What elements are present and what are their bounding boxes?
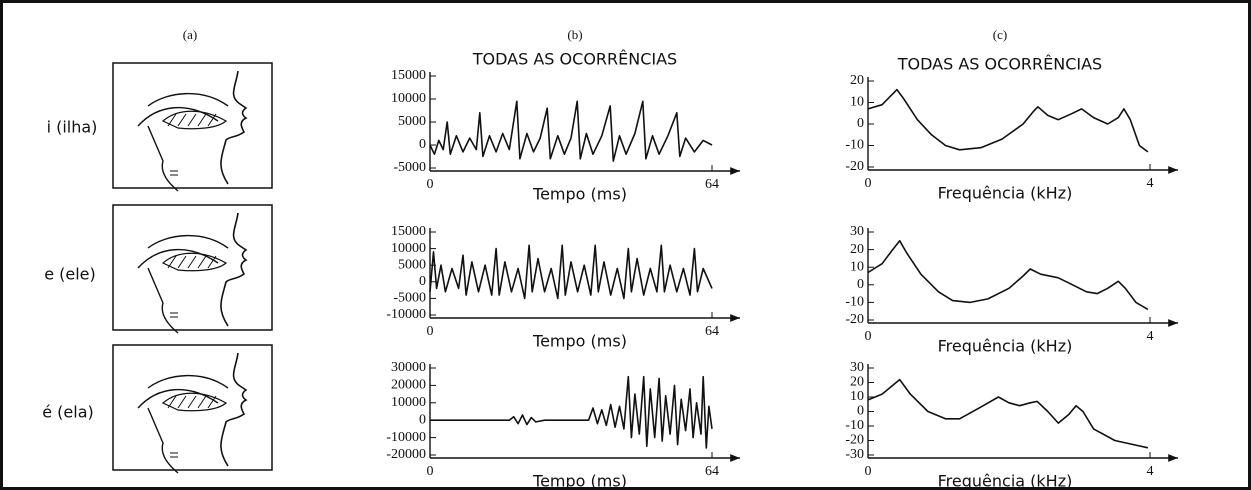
y-tick-label: -10000	[386, 307, 426, 322]
y-tick-label: -5000	[393, 160, 426, 175]
chart-title: TODAS AS OCORRÊNCIAS	[472, 50, 677, 69]
x-axis-label: Frequência (kHz)	[938, 472, 1073, 490]
y-tick-label: 0	[857, 404, 864, 419]
x-axis-label: Frequência (kHz)	[938, 337, 1073, 356]
y-tick-label: -20	[845, 159, 864, 174]
vowel-label: i (ilha)	[47, 118, 98, 137]
y-tick-label: 0	[857, 116, 864, 131]
vocal-tract	[112, 62, 273, 474]
y-tick-label: 20	[850, 73, 864, 88]
x-tick-label: 64	[705, 324, 719, 339]
data-line	[429, 100, 713, 162]
y-tick-label: 0	[419, 274, 426, 289]
y-tick-label: 30	[850, 224, 864, 239]
y-tick-label: 30	[850, 360, 864, 375]
y-tick-label: -10	[845, 295, 864, 310]
x-axis-label: Tempo (ms)	[532, 332, 627, 351]
y-tick-label: -10000	[386, 430, 426, 445]
y-tick-label: 20	[850, 375, 864, 390]
x-tick-label: 4	[1147, 329, 1154, 344]
panel-label: (a)	[183, 27, 197, 42]
x-tick-label: 0	[427, 324, 434, 339]
x-tick-label: 4	[1147, 176, 1154, 191]
y-tick-label: 10000	[391, 241, 426, 256]
y-tick-label: 5000	[398, 114, 426, 129]
y-tick-label: 10	[850, 95, 864, 110]
panel-label: (b)	[567, 27, 582, 42]
x-tick-label: 0	[865, 329, 872, 344]
y-tick-label: 10	[850, 259, 864, 274]
y-tick-label: 10000	[391, 91, 426, 106]
chart-title: TODAS AS OCORRÊNCIAS	[897, 55, 1102, 74]
y-tick-label: -20	[845, 312, 864, 327]
y-tick-label: 10	[850, 389, 864, 404]
y-tick-label: -20	[845, 433, 864, 448]
y-tick-label: 30000	[391, 360, 426, 375]
y-tick-label: 15000	[391, 224, 426, 239]
vowel-label: é (ela)	[42, 403, 94, 422]
y-tick-label: 15000	[391, 68, 426, 83]
y-tick-label: 5000	[398, 257, 426, 272]
y-tick-label: 10000	[391, 395, 426, 410]
y-tick-label: -20000	[386, 447, 426, 462]
data-line	[429, 244, 713, 300]
y-tick-label: -10	[845, 418, 864, 433]
x-tick-label: 0	[427, 464, 434, 479]
y-tick-label: -30	[845, 447, 864, 462]
x-tick-label: 64	[705, 464, 719, 479]
x-tick-label: 0	[427, 177, 434, 192]
panel-label: (c)	[993, 27, 1007, 42]
data-line	[430, 375, 713, 449]
x-tick-label: 0	[865, 464, 872, 479]
y-tick-label: 0	[419, 412, 426, 427]
x-tick-label: 4	[1147, 464, 1154, 479]
y-tick-label: 0	[857, 277, 864, 292]
x-tick-label: 64	[705, 177, 719, 192]
y-tick-label: -10	[845, 138, 864, 153]
data-line	[867, 240, 1149, 311]
x-tick-label: 0	[865, 176, 872, 191]
y-tick-label: 20	[850, 242, 864, 257]
vowel-label: e (ele)	[44, 265, 96, 284]
y-tick-label: 20000	[391, 378, 426, 393]
x-axis-label: Tempo (ms)	[532, 472, 627, 490]
y-tick-label: -5000	[393, 291, 426, 306]
x-axis-label: Tempo (ms)	[532, 185, 627, 204]
x-axis-label: Frequência (kHz)	[938, 184, 1073, 203]
data-line	[867, 88, 1149, 153]
y-tick-label: 0	[419, 137, 426, 152]
data-line	[867, 378, 1149, 449]
